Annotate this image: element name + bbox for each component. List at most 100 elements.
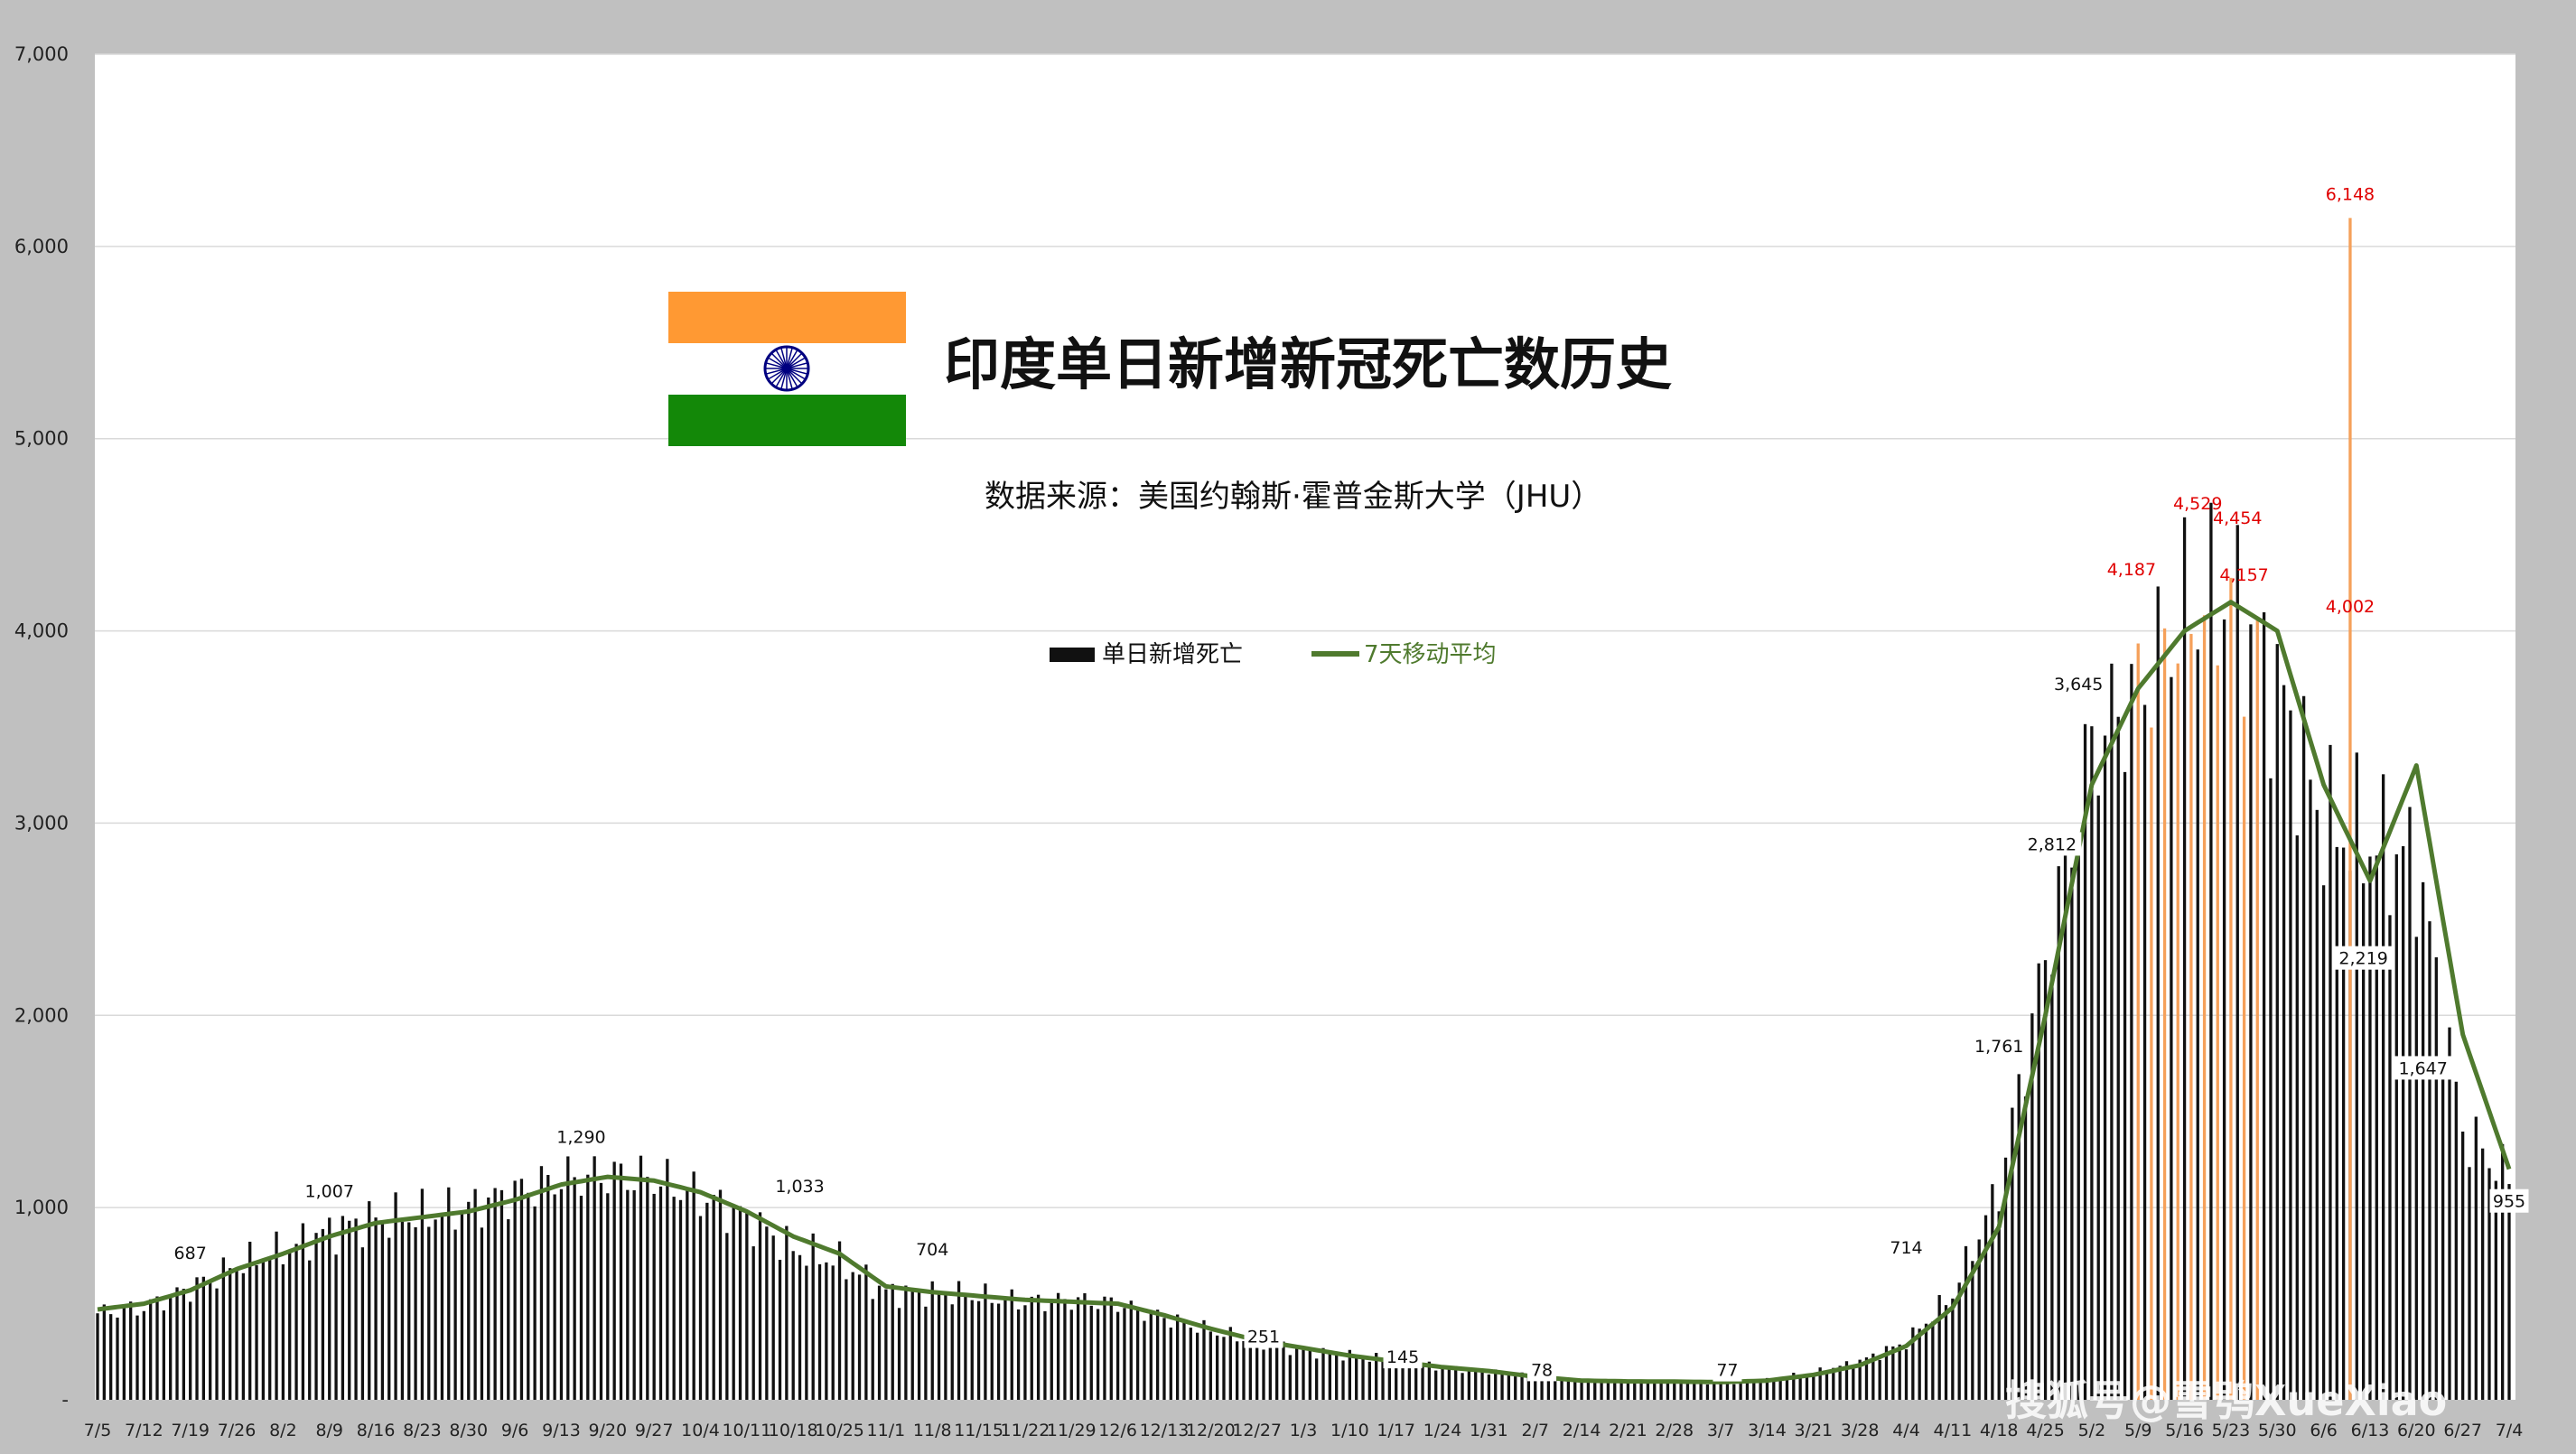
data-label: 251 [1247,1328,1280,1347]
daily-death-bar [1474,1368,1478,1400]
daily-death-bar [805,1265,808,1400]
daily-death-bar [162,1310,166,1400]
daily-death-bar [360,1247,365,1400]
x-tick-label: 1/3 [1290,1421,1318,1440]
daily-death-bar [1447,1366,1451,1400]
daily-death-bar [1308,1347,1311,1400]
watermark: 搜狐号@雪鸮XueXiao [2005,1376,2447,1425]
daily-death-bar [513,1180,517,1400]
daily-death-bar [2454,1081,2458,1400]
daily-death-bar [1951,1298,1955,1400]
daily-death-bar [1189,1328,1192,1400]
daily-death-bar [2017,1074,2021,1400]
daily-death-bar [2136,643,2140,1400]
daily-death-bar [1772,1380,1776,1400]
x-tick-label: 5/16 [2165,1421,2204,1440]
data-label-bg [1383,1345,1423,1369]
x-tick-label: 7/5 [84,1421,112,1440]
daily-death-bar [2468,1167,2471,1400]
x-tick-label: 9/6 [501,1421,529,1440]
daily-death-bar [1129,1300,1133,1400]
daily-death-bar [1361,1357,1365,1400]
daily-death-bar [2289,710,2292,1400]
daily-death-bar [2229,577,2233,1400]
daily-death-bar [745,1209,749,1400]
daily-death-bar [102,1304,106,1400]
daily-death-bar [281,1263,285,1400]
daily-death-bar [996,1303,1001,1400]
daily-death-bar [2176,663,2179,1400]
daily-death-bar [2474,1116,2478,1400]
daily-death-bar [1971,1261,1974,1400]
daily-death-bar [1924,1323,1928,1400]
data-label-bg [1527,1357,1557,1382]
daily-death-bar [1653,1383,1657,1400]
daily-death-bar [2142,704,2147,1400]
daily-death-bar [864,1264,868,1400]
x-tick-label: 10/4 [681,1421,720,1440]
x-tick-label: 8/9 [315,1421,343,1440]
daily-death-bar [1526,1375,1531,1400]
daily-death-bar [460,1211,464,1400]
daily-death-bar [1182,1319,1186,1400]
daily-death-bar [301,1223,305,1400]
daily-death-bar [2381,774,2385,1400]
daily-death-bar [1135,1307,1140,1400]
daily-death-bar [487,1197,490,1400]
daily-death-bar [96,1313,99,1400]
daily-death-bar [1534,1378,1537,1400]
data-label: 145 [1386,1347,1419,1367]
daily-death-bar [1739,1379,1742,1400]
daily-death-bar [2388,915,2392,1400]
daily-death-bar [2242,716,2246,1400]
daily-death-bar [646,1177,649,1400]
x-tick-label: 2/7 [1521,1421,1549,1440]
daily-death-bar [976,1300,981,1400]
daily-death-bar [275,1231,278,1400]
data-label-bg [912,1237,952,1262]
data-label-bg [770,1174,830,1198]
chakra-spoke [786,352,803,369]
x-tick-label: 4/18 [1980,1421,2019,1440]
daily-death-bar [1302,1347,1305,1400]
daily-death-bar [2023,1096,2028,1400]
daily-death-bar [1461,1373,1464,1400]
x-tick-label: 7/26 [218,1421,257,1440]
daily-death-bar [294,1244,298,1400]
chakra-spoke [780,347,788,369]
daily-death-bar [288,1249,292,1400]
daily-death-bar [1295,1347,1299,1400]
daily-death-bar [368,1201,371,1400]
daily-death-bar [1937,1295,1941,1400]
daily-death-bar [2043,960,2048,1400]
daily-death-bar [394,1192,397,1400]
daily-death-bar [765,1226,769,1400]
x-tick-label: 6/20 [2397,1421,2436,1440]
daily-death-bar [2011,1107,2014,1400]
y-tick-label: 6,000 [14,236,69,257]
daily-death-bar [579,1196,583,1400]
daily-death-bar [2030,1013,2034,1400]
daily-death-bar [142,1310,145,1400]
daily-death-bar [261,1262,266,1400]
daily-death-bar [831,1265,835,1400]
daily-death-bar [1752,1381,1756,1400]
data-label-bg [1969,1034,2029,1058]
daily-death-bar [1268,1344,1272,1400]
data-label: 6,148 [2326,184,2375,204]
daily-death-bar [1639,1381,1643,1400]
daily-death-bar [268,1259,272,1400]
daily-death-bar [817,1263,822,1400]
x-tick-label: 8/30 [449,1421,488,1440]
daily-death-bar [308,1260,312,1400]
chakra-spoke [786,368,807,380]
daily-death-bar [1884,1346,1889,1400]
daily-death-bar [2341,847,2346,1400]
data-label: 2,812 [2028,834,2077,854]
x-tick-label: 11/15 [954,1421,1003,1440]
daily-death-bar [1586,1382,1591,1400]
daily-death-bar [1169,1327,1172,1400]
data-label-bg [300,1179,359,1203]
daily-death-bar [1036,1294,1041,1400]
daily-death-bar [897,1308,901,1400]
